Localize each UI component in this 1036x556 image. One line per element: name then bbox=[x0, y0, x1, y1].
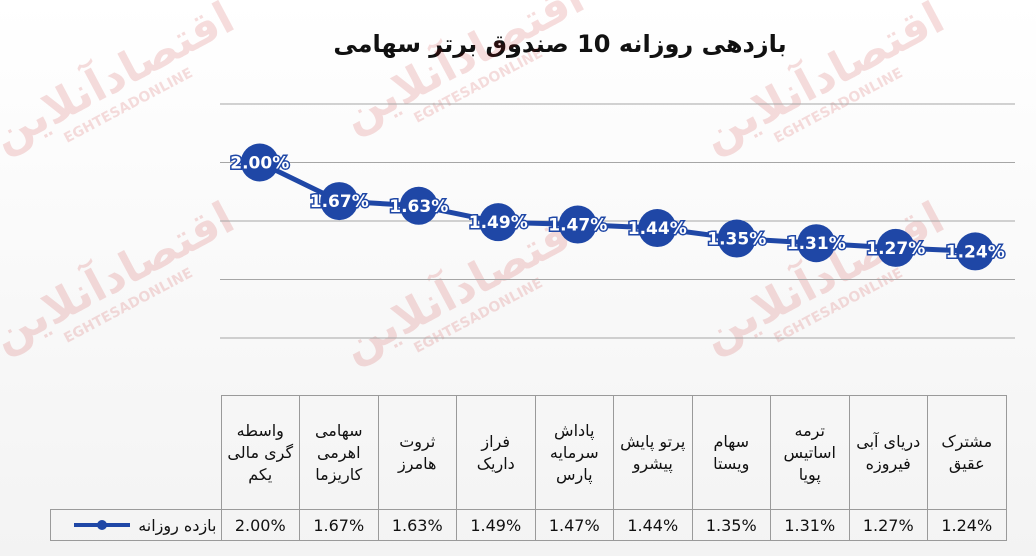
table-value: 1.49% bbox=[456, 509, 536, 541]
table-value: 1.35% bbox=[691, 509, 771, 541]
table-value: 1.24% bbox=[927, 509, 1007, 541]
legend-entry: بازده روزانه bbox=[55, 516, 217, 535]
data-label: 1.44% bbox=[628, 219, 687, 239]
table-value: 1.67% bbox=[299, 509, 379, 541]
marker bbox=[320, 182, 359, 221]
category-label: سهام ویستا bbox=[691, 395, 771, 510]
legend-cell: بازده روزانه bbox=[50, 509, 222, 541]
table-value: 1.31% bbox=[770, 509, 850, 541]
category-label: ثروت هامرز bbox=[377, 395, 457, 510]
category-label: واسطه گری مالی یکم bbox=[220, 395, 300, 510]
marker bbox=[558, 205, 597, 244]
data-label: 1.27% bbox=[866, 239, 925, 259]
data-label: 1.35% bbox=[707, 230, 766, 250]
marker bbox=[638, 209, 677, 248]
marker bbox=[399, 186, 438, 225]
data-label: 1.31% bbox=[787, 234, 846, 254]
data-label: 1.49% bbox=[469, 213, 528, 233]
marker bbox=[479, 203, 518, 242]
category-label: ترمه اساتیس پویا bbox=[770, 395, 850, 510]
data-label: 1.24% bbox=[946, 242, 1005, 262]
watermark-text: اقتصادآنلاین bbox=[0, 0, 242, 162]
marker bbox=[876, 228, 915, 267]
legend-icon bbox=[74, 520, 131, 530]
table-value: 1.47% bbox=[534, 509, 614, 541]
marker bbox=[240, 143, 279, 182]
watermark-text: اقتصادآنلاین bbox=[693, 0, 953, 162]
data-label: 1.47% bbox=[548, 216, 607, 236]
data-label: 1.63% bbox=[389, 197, 448, 217]
table-value: 1.27% bbox=[848, 509, 928, 541]
table-value: 2.00% bbox=[220, 509, 300, 541]
watermark-text: اقتصادآنلاین bbox=[333, 0, 593, 142]
series-line bbox=[258, 160, 976, 254]
category-label: سهامی اهرمی کاریزما bbox=[299, 395, 379, 510]
chart-title: بازدهی روزانه 10 صندوق برتر سهامی bbox=[333, 30, 786, 58]
legend-corner bbox=[51, 396, 222, 510]
table-value: 1.63% bbox=[377, 509, 457, 541]
category-label: دریای آبی فیروزه bbox=[848, 395, 928, 510]
watermark-text: اقتصادآنلاین bbox=[693, 190, 953, 362]
data-label: 1.67% bbox=[310, 192, 369, 212]
legend-marker bbox=[97, 520, 108, 530]
category-label: فراز داریک bbox=[456, 395, 536, 510]
legend-label: بازده روزانه bbox=[138, 515, 217, 535]
data-table: واسطه گری مالی یکم سهامی اهرمی کاریزما ثرو… bbox=[50, 395, 1007, 541]
marker bbox=[797, 224, 836, 263]
category-label: مشترک عقیق bbox=[927, 395, 1007, 510]
watermark-text: اقتصادآنلاین bbox=[0, 190, 242, 362]
marker bbox=[956, 232, 995, 271]
category-label: پاداش سرمایه پارس bbox=[534, 395, 614, 510]
category-label: پرتو پایش پیشرو bbox=[613, 395, 693, 510]
marker bbox=[717, 219, 756, 258]
table-value: 1.44% bbox=[613, 509, 693, 541]
data-label: 2.00% bbox=[230, 154, 289, 174]
